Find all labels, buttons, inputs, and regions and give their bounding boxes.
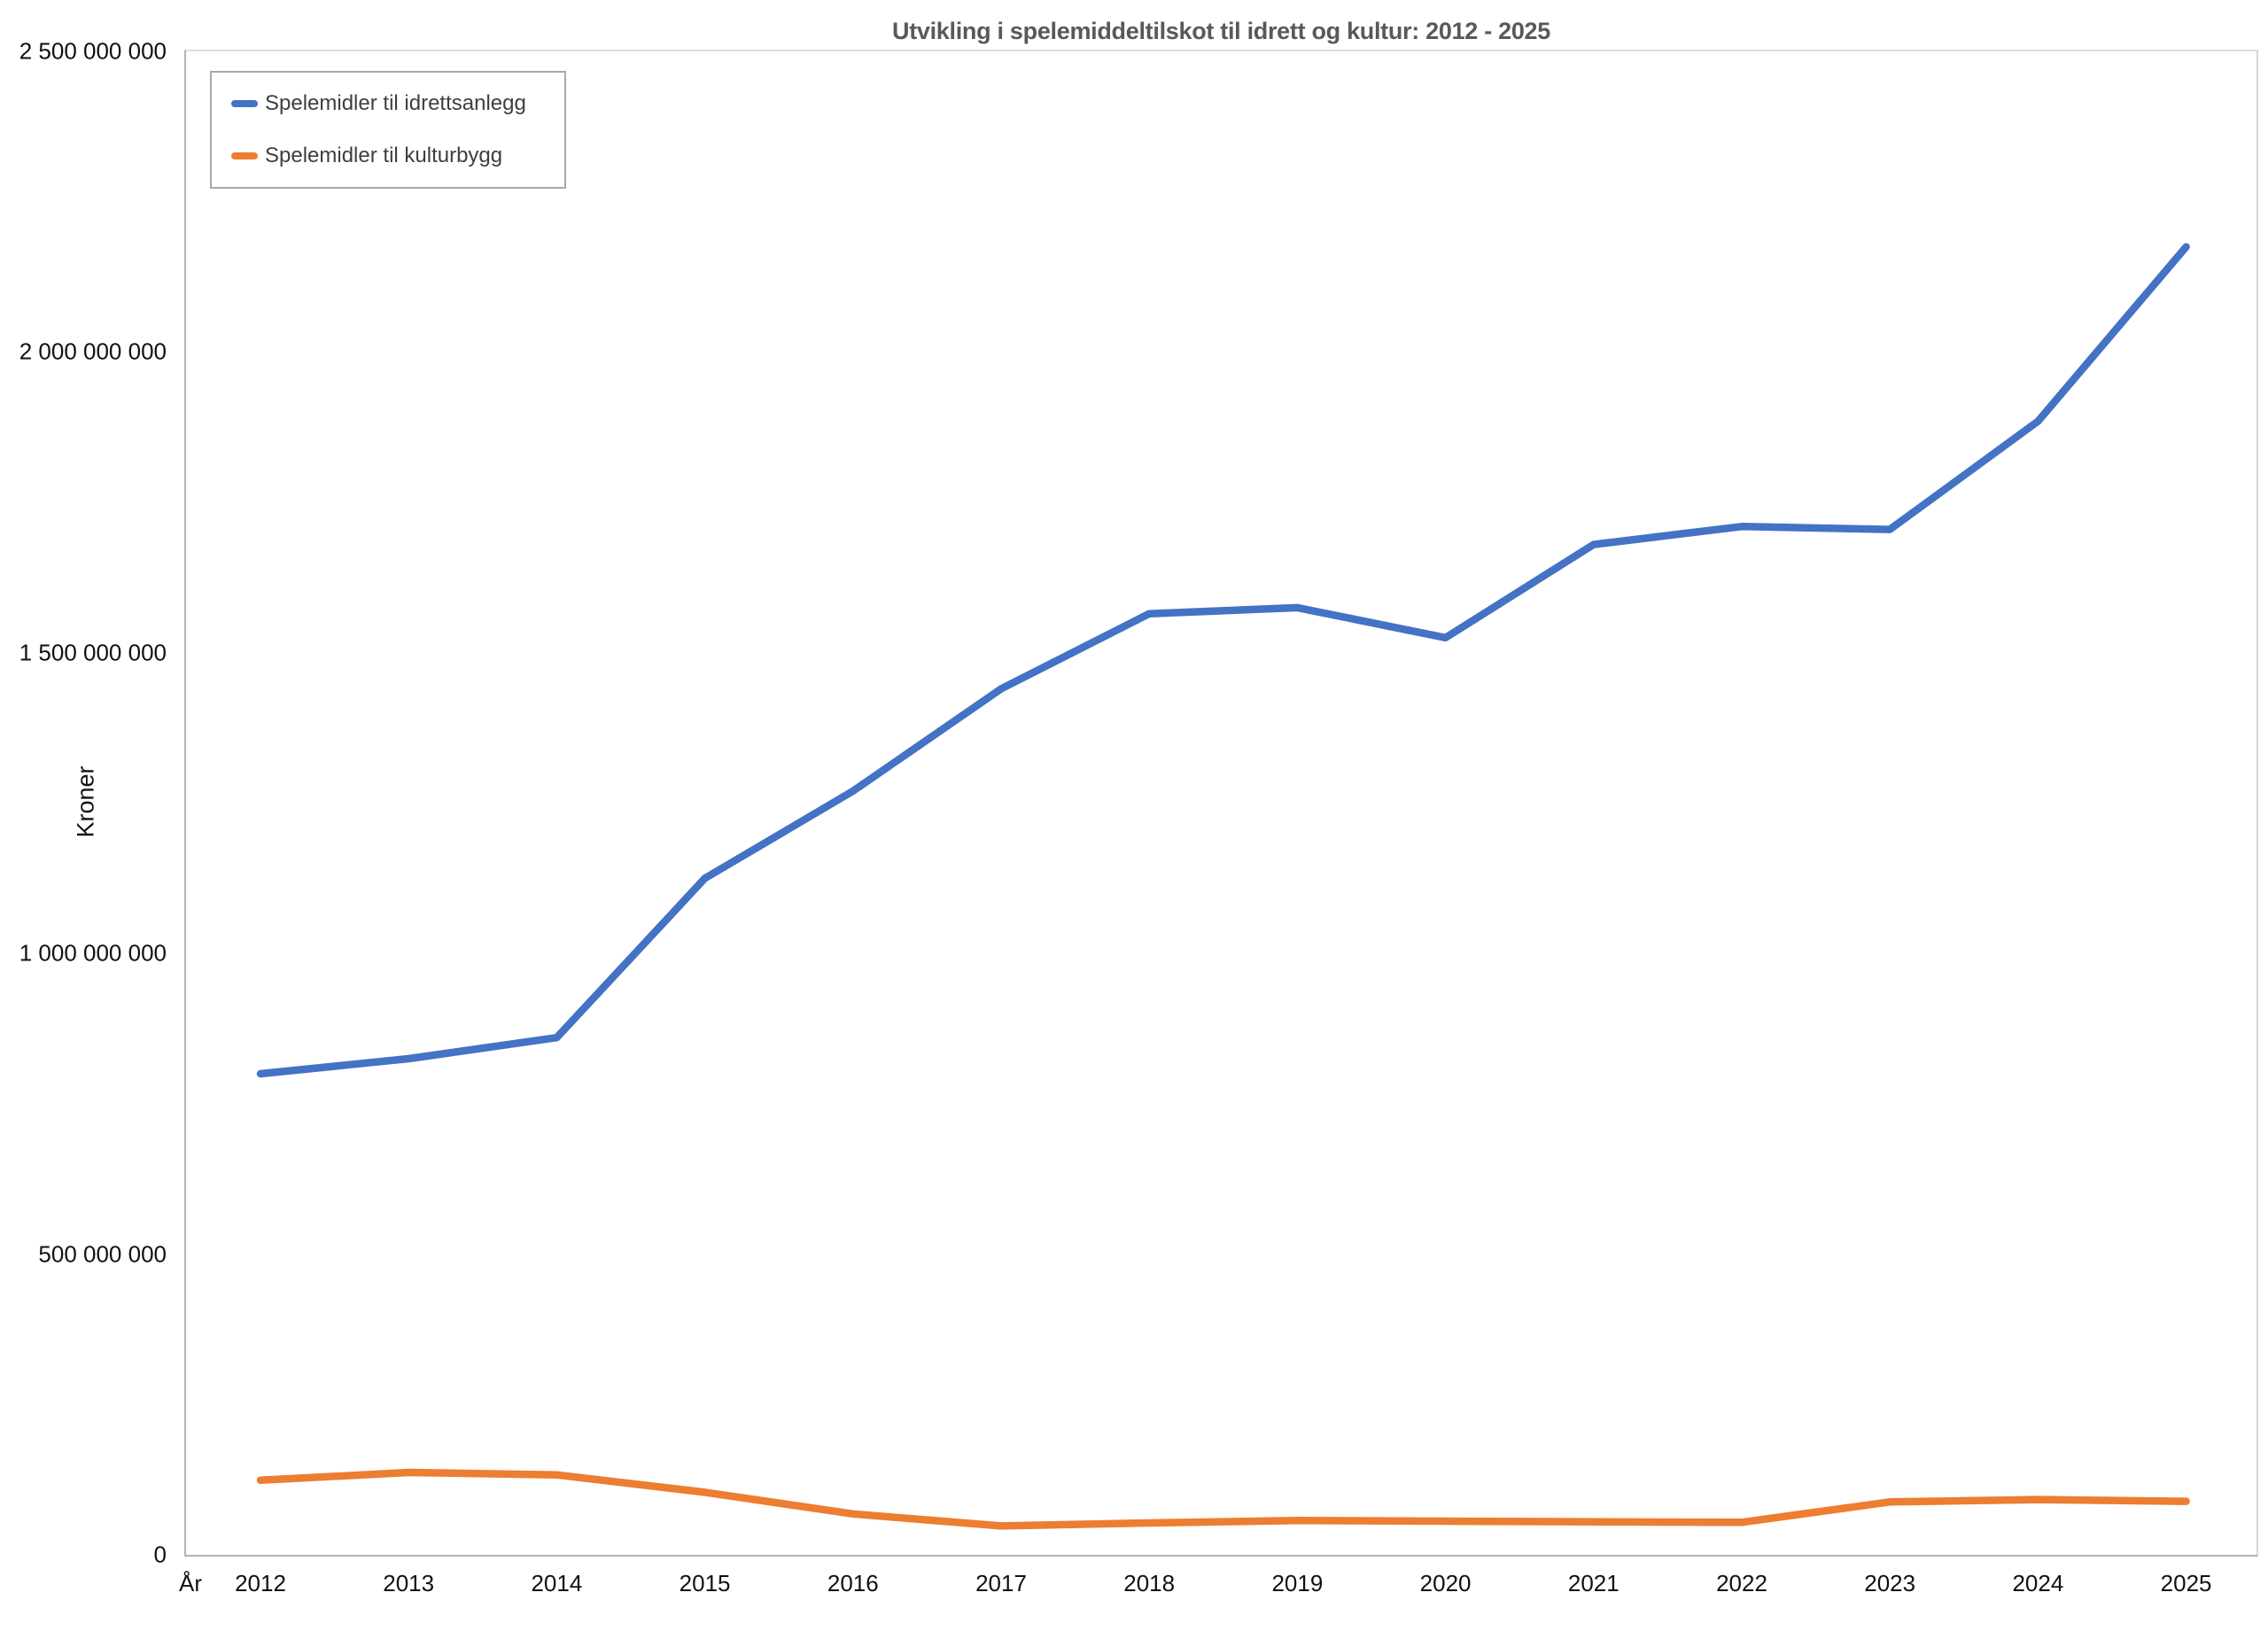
- y-tick-label: 1 000 000 000: [19, 939, 167, 967]
- chart-title: Utvikling i spelemiddeltilskot til idret…: [892, 18, 1550, 44]
- y-tick-label: 1 500 000 000: [19, 639, 167, 666]
- x-tick-label: 2017: [975, 1570, 1027, 1596]
- legend-item: Spelemidler til kulturbygg: [231, 144, 564, 168]
- legend: Spelemidler til idrettsanlegg Spelemidle…: [210, 71, 566, 189]
- y-axis-title: Kroner: [72, 765, 99, 838]
- y-tick-label: 500 000 000: [38, 1240, 167, 1268]
- legend-item-label: Spelemidler til idrettsanlegg: [265, 91, 526, 116]
- x-tick-label: 2025: [2160, 1570, 2212, 1596]
- plot-area: [184, 50, 2258, 1557]
- legend-line-swatch-icon: [231, 151, 258, 159]
- x-tick-label: 2023: [1864, 1570, 1916, 1596]
- x-tick-label: 2014: [531, 1570, 583, 1596]
- x-tick-label: 2012: [235, 1570, 286, 1596]
- y-tick-label: 2 000 000 000: [19, 338, 167, 365]
- x-tick-label: 2018: [1123, 1570, 1176, 1596]
- y-tick-label: 0: [153, 1541, 167, 1568]
- y-tick-label: 2 500 000 000: [19, 37, 167, 65]
- x-tick-label: 2015: [679, 1570, 731, 1596]
- series-line: [256, 1468, 2190, 1530]
- legend-item-label: Spelemidler til kulturbygg: [265, 143, 503, 167]
- x-tick-label: 2022: [1716, 1570, 1767, 1596]
- legend-line-swatch-icon: [231, 100, 258, 108]
- line-chart-svg: [256, 243, 2190, 1530]
- x-tick-label: 2021: [1567, 1570, 1619, 1596]
- x-tick-label: 2016: [827, 1570, 879, 1596]
- x-tick-label: 2013: [383, 1570, 435, 1596]
- x-tick-label: 2024: [2012, 1570, 2064, 1596]
- series-line: [256, 243, 2190, 1078]
- x-tick-label: 2019: [1271, 1570, 1324, 1596]
- x-axis-title: År: [179, 1570, 202, 1596]
- legend-item: Spelemidler til idrettsanlegg: [231, 91, 564, 116]
- x-tick-label: 2020: [1419, 1570, 1472, 1596]
